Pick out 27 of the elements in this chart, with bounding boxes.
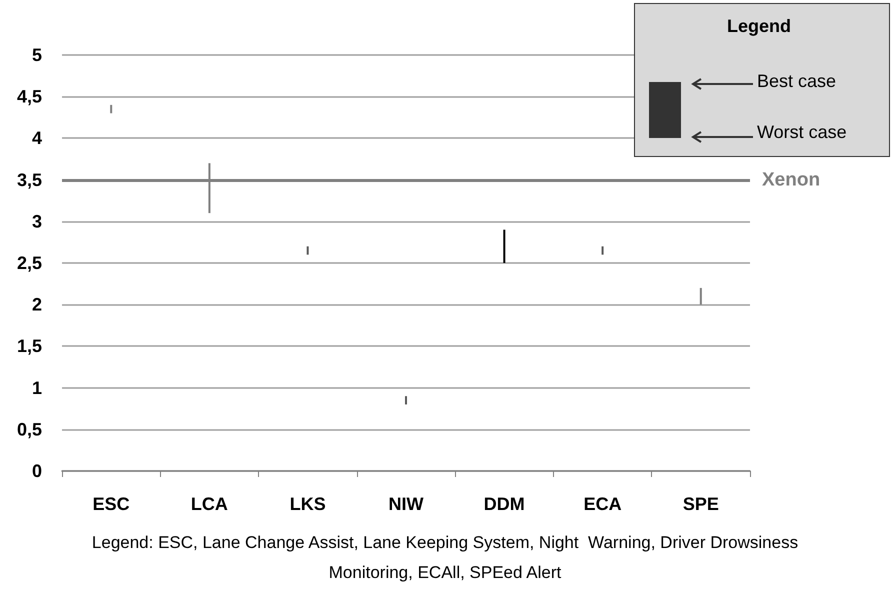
x-tick-label: ESC [92, 494, 130, 514]
y-tick-label: 2 [32, 294, 42, 315]
y-tick-label: 4 [32, 128, 42, 148]
y-tick-label: 1,5 [16, 336, 42, 356]
bar [503, 230, 506, 263]
y-tick-label: 3 [32, 211, 42, 232]
y-tick-label: 5 [32, 45, 42, 65]
bar [602, 246, 604, 255]
y-tick-label: 0,5 [16, 419, 42, 440]
x-tick-label: DDM [484, 494, 525, 514]
ref-line-label: Xenon [762, 169, 820, 190]
x-tick-label: NIW [388, 494, 424, 514]
text: Legend: ESC, Lane Change Assist, Lane Keeping System, Night Warning, Driver Drowsiness Monitoring, ECAll, SPEed Alert [90, 532, 800, 584]
y-tick-label: 3,5 [16, 170, 42, 190]
y-tick-label: 1 [32, 378, 42, 398]
x-tick-label: LKS [290, 494, 326, 514]
x-tick-label: SPE [682, 494, 719, 514]
bar [110, 104, 112, 114]
x-tick-label: LCA [190, 494, 228, 514]
y-tick-label: 4,5 [16, 86, 42, 107]
y-tick-label: 2,5 [16, 253, 42, 273]
bar [405, 396, 407, 404]
key-panel: Legend Best case Worst case [634, 3, 890, 157]
y-tick-label: 0 [32, 461, 42, 481]
bar [306, 246, 309, 255]
bar [700, 288, 702, 305]
x-tick-label: ECA [584, 494, 622, 514]
